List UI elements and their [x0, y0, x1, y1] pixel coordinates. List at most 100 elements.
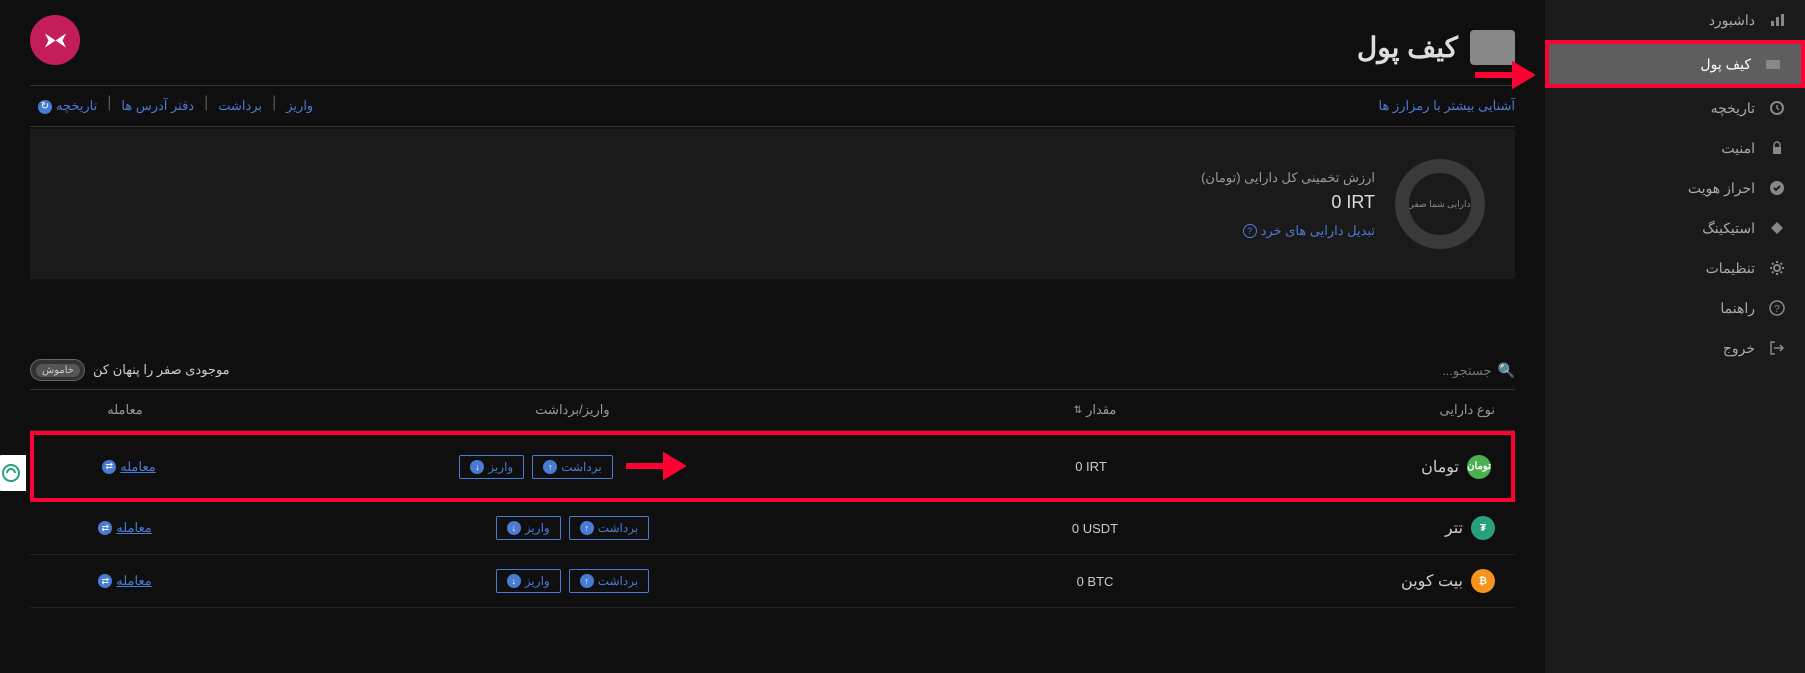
sidebar-item-label: تنظیمات: [1706, 260, 1755, 277]
asset-icon: ₮: [1471, 516, 1495, 540]
trade-icon: ⇄: [98, 574, 112, 588]
asset-cell: ₮ تتر: [1245, 516, 1495, 540]
bar-chart-icon: [1767, 10, 1787, 30]
sidebar-item-label: کیف پول: [1700, 56, 1751, 73]
sidebar-item-0[interactable]: داشبورد: [1545, 0, 1805, 40]
header-actions: واریز/برداشت: [200, 402, 945, 418]
balance-label: ارزش تخمینی کل دارایی (تومان): [1201, 170, 1375, 186]
trade-link[interactable]: معامله⇄: [54, 459, 204, 475]
table-row: ₮ تتر 0 USDT برداشت↑ واریز↓ معامله⇄: [30, 502, 1515, 555]
deposit-icon: ↓: [470, 460, 484, 474]
asset-icon: ₿: [1471, 569, 1495, 593]
assets-table: نوع دارایی مقدار ⇅ واریز/برداشت معامله ت…: [30, 390, 1515, 608]
sidebar-item-1[interactable]: کیف پول: [1545, 40, 1805, 88]
deposit-button[interactable]: واریز↓: [459, 455, 524, 479]
asset-amount: 0 BTC: [945, 574, 1245, 589]
logo[interactable]: [30, 15, 80, 65]
page-title: کیف پول: [1357, 31, 1458, 64]
wallet-icon: [1763, 54, 1783, 74]
sidebar-item-4[interactable]: احراز هویت: [1545, 168, 1805, 208]
balance-card: دارایی شما صفر ارزش تخمینی کل دارایی (تو…: [30, 129, 1515, 279]
help-icon: ?: [1767, 298, 1787, 318]
support-button[interactable]: [0, 455, 26, 491]
sidebar-item-label: امنیت: [1721, 140, 1755, 157]
tab-withdraw[interactable]: برداشت: [210, 94, 270, 118]
sidebar-item-5[interactable]: استیکینگ: [1545, 208, 1805, 248]
main-content: کیف پول آشنایی بیشتر با رمزارز ها واریز …: [0, 0, 1545, 673]
clock-icon: [1767, 98, 1787, 118]
sort-icon: ⇅: [1074, 405, 1082, 416]
balance-value: 0 IRT: [1201, 192, 1375, 213]
asset-cell: تومان تومان: [1241, 455, 1491, 479]
table-row: ₿ بیت کوین 0 BTC برداشت↑ واریز↓ معامله⇄: [30, 555, 1515, 608]
lock-icon: [1767, 138, 1787, 158]
header-type[interactable]: نوع دارایی: [1245, 402, 1495, 418]
trade-icon: ⇄: [98, 521, 112, 535]
sidebar-item-6[interactable]: تنظیمات: [1545, 248, 1805, 288]
tab-history[interactable]: تاریخچه↻: [30, 94, 105, 118]
header-trade: معامله: [50, 402, 200, 418]
sidebar-item-label: تاریخچه: [1711, 100, 1755, 117]
trade-link[interactable]: معامله⇄: [50, 573, 200, 589]
hide-zero-label: موجودی صفر را پنهان کن: [93, 362, 230, 378]
exit-icon: [1767, 338, 1787, 358]
asset-name: تومان: [1421, 457, 1459, 477]
sidebar-item-8[interactable]: خروج: [1545, 328, 1805, 368]
sidebar-item-3[interactable]: امنیت: [1545, 128, 1805, 168]
tab-addresses[interactable]: دفتر آدرس ها: [113, 94, 202, 118]
sidebar-item-label: داشبورد: [1709, 12, 1755, 29]
page-header: کیف پول: [30, 0, 1515, 86]
crypto-info-link[interactable]: آشنایی بیشتر با رمزارز ها: [1379, 98, 1516, 114]
trade-icon: ⇄: [102, 460, 116, 474]
annotation-arrow-row: [621, 449, 686, 484]
deposit-button[interactable]: واریز↓: [496, 516, 561, 540]
sidebar-item-2[interactable]: تاریخچه: [1545, 88, 1805, 128]
sidebar-item-label: خروج: [1723, 340, 1755, 357]
table-row: تومان تومان 0 IRT برداشت↑ واریز↓ معامله⇄: [30, 431, 1515, 502]
sidebar: داشبورد کیف پول تاریخچه امنیت احراز هویت استی…: [1545, 0, 1805, 673]
annotation-arrow-sidebar: [1470, 58, 1535, 93]
tabs: واریز | برداشت | دفتر آدرس ها | تاریخچه↻: [30, 94, 321, 118]
deposit-icon: ↓: [507, 521, 521, 535]
diamond-icon: [1767, 218, 1787, 238]
withdraw-icon: ↑: [580, 521, 594, 535]
toggle-state-text: خاموش: [36, 364, 80, 377]
withdraw-icon: ↑: [543, 460, 557, 474]
tabs-row: آشنایی بیشتر با رمزارز ها واریز | برداشت…: [30, 86, 1515, 127]
search-box: 🔍: [1316, 362, 1515, 379]
gear-icon: [1767, 258, 1787, 278]
withdraw-button[interactable]: برداشت↑: [569, 569, 649, 593]
search-input[interactable]: [1316, 363, 1492, 378]
tab-deposit[interactable]: واریز: [278, 94, 321, 118]
balance-info: ارزش تخمینی کل دارایی (تومان) 0 IRT تبدی…: [1201, 170, 1375, 239]
help-icon: ?: [1243, 224, 1257, 238]
search-icon: 🔍: [1498, 362, 1515, 379]
convert-dust-link[interactable]: تبدیل دارایی های خرد ?: [1201, 223, 1375, 239]
sidebar-item-label: راهنما: [1720, 300, 1755, 317]
sidebar-item-7[interactable]: ? راهنما: [1545, 288, 1805, 328]
header-amount[interactable]: مقدار ⇅: [945, 402, 1245, 418]
history-tab-icon: ↻: [38, 100, 52, 114]
sidebar-item-label: احراز هویت: [1688, 180, 1755, 197]
sidebar-item-label: استیکینگ: [1702, 220, 1755, 237]
deposit-button[interactable]: واریز↓: [496, 569, 561, 593]
check-icon: [1767, 178, 1787, 198]
svg-text:?: ?: [1774, 304, 1780, 315]
hide-zero-toggle-row: موجودی صفر را پنهان کن خاموش: [30, 359, 230, 381]
withdraw-icon: ↑: [580, 574, 594, 588]
asset-icon: تومان: [1467, 455, 1491, 479]
balance-donut-chart: دارایی شما صفر: [1395, 159, 1485, 249]
deposit-icon: ↓: [507, 574, 521, 588]
hide-zero-toggle[interactable]: خاموش: [30, 359, 85, 381]
table-header: نوع دارایی مقدار ⇅ واریز/برداشت معامله: [30, 390, 1515, 431]
asset-cell: ₿ بیت کوین: [1245, 569, 1495, 593]
trade-link[interactable]: معامله⇄: [50, 520, 200, 536]
withdraw-button[interactable]: برداشت↑: [569, 516, 649, 540]
withdraw-button[interactable]: برداشت↑: [532, 455, 612, 479]
convert-link-text: تبدیل دارایی های خرد: [1261, 223, 1375, 239]
asset-amount: 0 USDT: [945, 521, 1245, 536]
controls-row: 🔍 موجودی صفر را پنهان کن خاموش: [30, 359, 1515, 390]
asset-name: بیت کوین: [1401, 571, 1463, 591]
asset-name: تتر: [1445, 518, 1463, 538]
asset-amount: 0 IRT: [941, 459, 1241, 474]
